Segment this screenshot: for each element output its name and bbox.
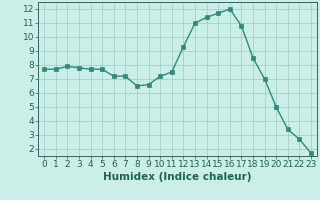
X-axis label: Humidex (Indice chaleur): Humidex (Indice chaleur): [103, 172, 252, 182]
